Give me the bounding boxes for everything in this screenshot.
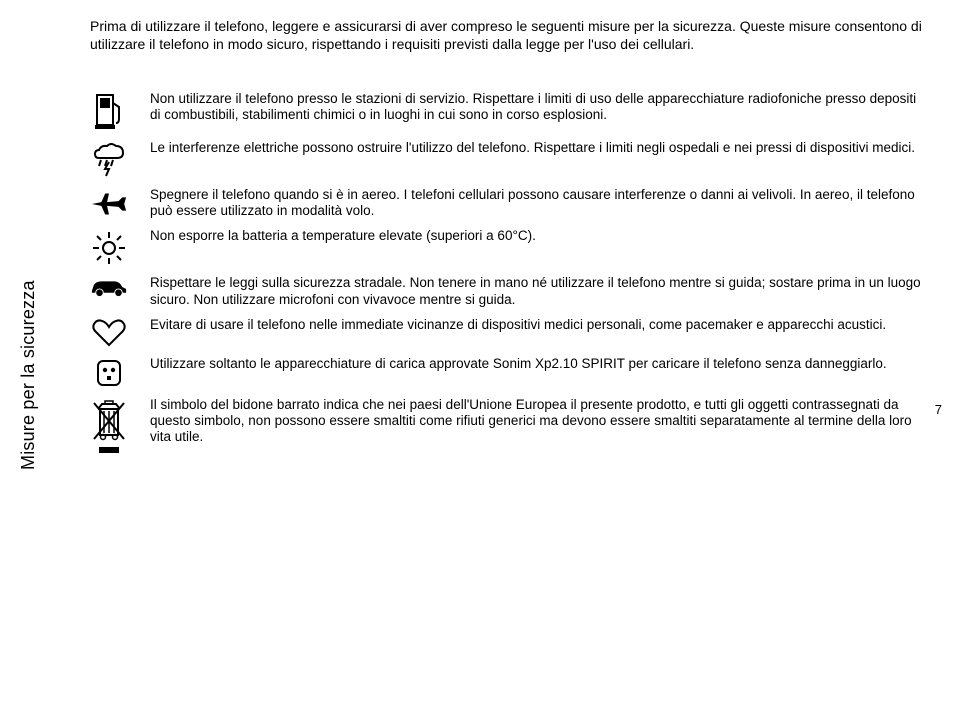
safety-text: Utilizzare soltanto le apparecchiature d… <box>150 356 926 372</box>
sun-icon <box>90 228 128 266</box>
safety-row: Non esporre la batteria a temperature el… <box>90 228 926 266</box>
side-section-label: Misure per la sicurezza <box>18 280 39 470</box>
safety-text: Non utilizzare il telefono presso le sta… <box>150 91 926 123</box>
safety-row: Le interferenze elettriche possono ostru… <box>90 140 926 178</box>
airplane-icon <box>90 187 128 219</box>
page-content: Prima di utilizzare il telefono, leggere… <box>0 0 960 473</box>
safety-row: Il simbolo del bidone barrato indica che… <box>90 397 926 455</box>
safety-text: Il simbolo del bidone barrato indica che… <box>150 397 926 446</box>
safety-rows: Non utilizzare il telefono presso le sta… <box>90 91 926 455</box>
crossed-bin-icon <box>90 397 128 455</box>
safety-row: Rispettare le leggi sulla sicurezza stra… <box>90 275 926 307</box>
storm-cloud-icon <box>90 140 128 178</box>
safety-row: Utilizzare soltanto le apparecchiature d… <box>90 356 926 388</box>
safety-row: Evitare di usare il telefono nelle immed… <box>90 317 926 347</box>
safety-row: Non utilizzare il telefono presso le sta… <box>90 91 926 131</box>
page-number: 7 <box>935 402 942 417</box>
fuel-pump-icon <box>90 91 128 131</box>
safety-text: Le interferenze elettriche possono ostru… <box>150 140 926 156</box>
safety-row: Spegnere il telefono quando si è in aere… <box>90 187 926 219</box>
car-icon <box>90 275 128 299</box>
safety-text: Rispettare le leggi sulla sicurezza stra… <box>150 275 926 307</box>
safety-text: Evitare di usare il telefono nelle immed… <box>150 317 926 333</box>
intro-paragraph: Prima di utilizzare il telefono, leggere… <box>90 18 926 53</box>
socket-icon <box>90 356 128 388</box>
heart-icon <box>90 317 128 347</box>
safety-text: Non esporre la batteria a temperature el… <box>150 228 926 244</box>
safety-text: Spegnere il telefono quando si è in aere… <box>150 187 926 219</box>
